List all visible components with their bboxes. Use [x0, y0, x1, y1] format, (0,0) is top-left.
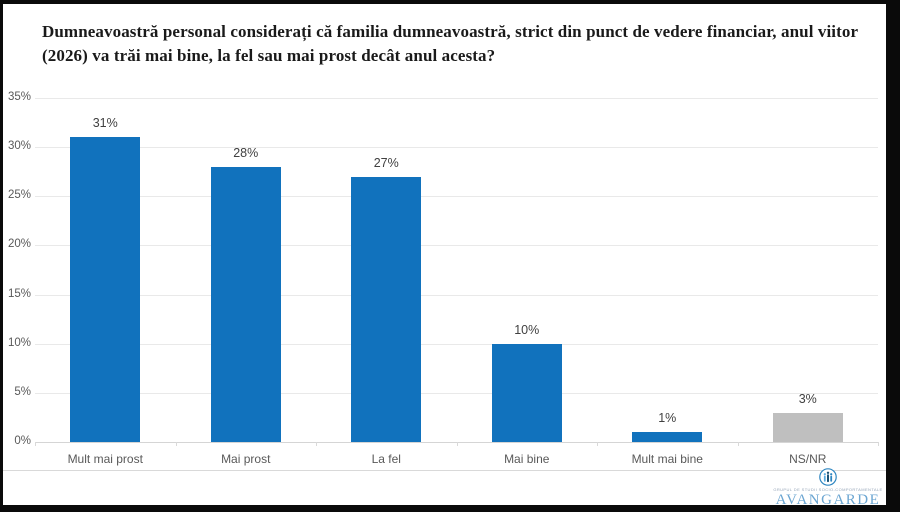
y-tick-label: 5%: [14, 385, 31, 398]
gridline-35: [35, 98, 878, 99]
y-tick-label: 15%: [7, 287, 31, 300]
x-tick-mark: [35, 442, 36, 446]
bar-ns-nr: [772, 412, 843, 442]
plot-area: 31% Mult mai prost 28% Mai prost 27% La fel 10…: [35, 98, 879, 466]
value-label: 3%: [798, 391, 817, 406]
value-label: 10%: [514, 322, 540, 337]
bar-la-fel: [351, 176, 422, 442]
category-label: NS/NR: [789, 452, 827, 466]
y-tick-label: 35%: [7, 91, 31, 103]
bar-mai-prost: [210, 166, 281, 442]
gridline-30: [35, 147, 878, 149]
slide-frame: Dumneavoastră personal considerați că fa…: [3, 4, 886, 508]
avangarde-logo: GRUPUL DE STUDII SOCIO-COMPORTAMENTALE A…: [773, 468, 883, 509]
value-label: 28%: [233, 145, 259, 160]
logo-tagline: GRUPUL DE STUDII SOCIO-COMPORTAMENTALE: [773, 487, 883, 492]
bar-mult-mai-bine: [632, 432, 703, 442]
y-tick-label: 25%: [7, 189, 31, 202]
bar-mult-mai-prost: [70, 137, 141, 442]
category-label: Mai prost: [221, 452, 271, 466]
bar-mai-bine: [491, 343, 562, 442]
x-tick-mark: [597, 442, 598, 446]
x-tick-mark: [878, 442, 879, 446]
category-label: La fel: [371, 452, 401, 466]
x-tick-mark: [456, 442, 458, 446]
logo-brand-text: AVANGARDE: [775, 492, 881, 508]
y-tick-label: 0%: [14, 435, 31, 447]
x-tick-mark: [316, 442, 317, 446]
x-tick-mark: [737, 442, 739, 446]
chart-title: Dumneavoastră personal considerați că fa…: [42, 22, 858, 65]
gridline-20: [35, 245, 878, 247]
logo-people-icon: [773, 468, 883, 486]
value-label: 27%: [373, 155, 399, 170]
y-tick-label: 10%: [7, 336, 31, 349]
value-label: 31%: [92, 116, 118, 131]
category-label: Mult mai bine: [631, 452, 703, 466]
value-label: 1%: [658, 411, 677, 426]
x-tick-mark: [175, 442, 177, 446]
y-tick-label: 20%: [7, 238, 31, 251]
gridline-10: [35, 343, 878, 345]
gridline-25: [35, 196, 878, 198]
footer-divider: [3, 470, 886, 471]
bar-chart: 31% Mult mai prost 28% Mai prost 27% La fel 10…: [3, 4, 886, 474]
y-tick-label: 30%: [7, 140, 31, 153]
gridline-15: [35, 294, 878, 296]
category-label: Mai bine: [504, 452, 550, 466]
gridline-5: [35, 392, 878, 394]
category-label: Mult mai prost: [67, 452, 143, 466]
